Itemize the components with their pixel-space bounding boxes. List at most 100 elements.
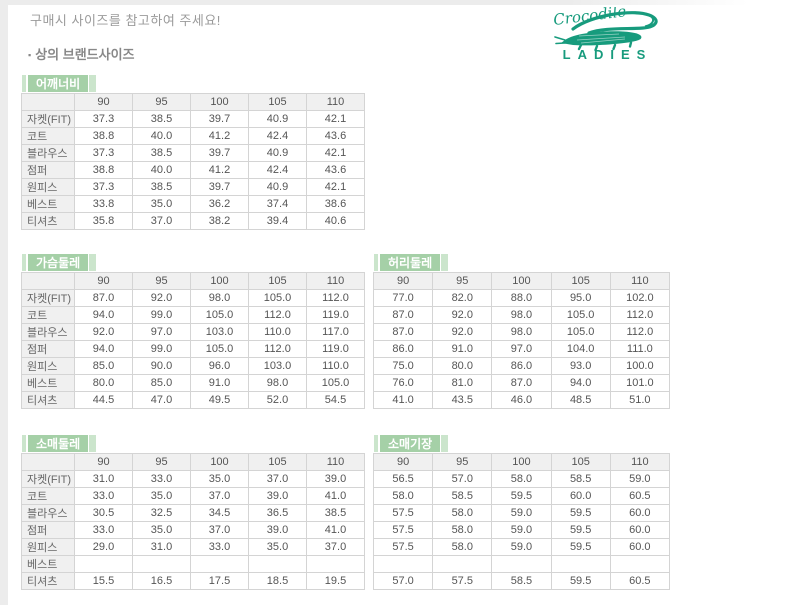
- label-accent-bar: [89, 435, 97, 452]
- size-value-cell: 87.0: [372, 306, 434, 324]
- size-value-cell: 80.0: [74, 374, 133, 392]
- table-row: [372, 555, 670, 573]
- size-value-cell: 57.0: [432, 470, 493, 488]
- size-header-cell: 110: [609, 453, 670, 471]
- row-label-cell: 베스트: [21, 195, 75, 213]
- row-label-cell: 티셔츠: [21, 212, 75, 230]
- size-header-row: 90 95 100 105 110: [21, 93, 365, 111]
- size-header-cell: 110: [306, 272, 365, 290]
- size-header-cell: 90: [372, 272, 434, 290]
- size-value-cell: 39.7: [190, 110, 249, 128]
- size-value-cell: 59.0: [491, 504, 552, 522]
- size-value-cell: 31.0: [74, 470, 133, 488]
- size-value-cell: 19.5: [306, 572, 365, 590]
- size-value-cell: 85.0: [74, 357, 133, 375]
- size-value-cell: 17.5: [190, 572, 249, 590]
- purchase-notice-text: 구매시 사이즈를 참고하여 주세요!: [30, 13, 221, 28]
- size-value-cell: 119.0: [306, 306, 365, 324]
- size-value-cell: 86.0: [491, 357, 552, 375]
- row-label-cell: 티셔츠: [21, 391, 75, 409]
- size-header-cell: 100: [190, 272, 249, 290]
- size-value-cell: 29.0: [74, 538, 133, 556]
- label-accent-bar: [22, 75, 26, 92]
- chest-girth-table: 90 95 100 105 110 자켓(FIT) 87.0 92.0 98.0 105.0 112…: [21, 272, 365, 409]
- table-row: 블라우스 37.3 38.5 39.7 40.9 42.1: [21, 144, 365, 162]
- size-value-cell: [306, 555, 365, 573]
- table-row: 86.0 91.0 97.0 104.0 111.0: [372, 340, 670, 358]
- row-label-cell: 점퍼: [21, 521, 75, 539]
- table-row: 75.0 80.0 86.0 93.0 100.0: [372, 357, 670, 375]
- row-label-cell: 자켓(FIT): [21, 289, 75, 307]
- size-value-cell: 90.0: [132, 357, 191, 375]
- size-value-cell: 112.0: [609, 306, 670, 324]
- size-value-cell: 35.0: [190, 470, 249, 488]
- table-label-text: 소매둘레: [28, 435, 89, 452]
- size-value-cell: 33.8: [74, 195, 133, 213]
- size-header-cell: 105: [248, 453, 307, 471]
- size-value-cell: 35.0: [132, 195, 191, 213]
- table-row: 블라우스 30.5 32.5 34.5 36.5 38.5: [21, 504, 365, 522]
- table-row: 점퍼 94.0 99.0 105.0 112.0 119.0: [21, 340, 365, 358]
- size-value-cell: 98.0: [491, 306, 552, 324]
- size-value-cell: 43.6: [306, 127, 365, 145]
- size-value-cell: 110.0: [248, 323, 307, 341]
- size-value-cell: 38.8: [74, 127, 133, 145]
- size-value-cell: 33.0: [190, 538, 249, 556]
- size-value-cell: 36.2: [190, 195, 249, 213]
- size-value-cell: 98.0: [491, 323, 552, 341]
- size-value-cell: 39.0: [306, 470, 365, 488]
- size-header-cell: 100: [491, 453, 552, 471]
- size-value-cell: [74, 555, 133, 573]
- size-value-cell: 57.0: [372, 572, 434, 590]
- size-value-cell: 98.0: [190, 289, 249, 307]
- size-value-cell: 95.0: [550, 289, 611, 307]
- size-header-cell: 100: [190, 453, 249, 471]
- table-row: 57.5 58.0 59.0 59.5 60.0: [372, 504, 670, 522]
- table-row: 자켓(FIT) 87.0 92.0 98.0 105.0 112.0: [21, 289, 365, 307]
- table-label-text: 가슴둘레: [28, 254, 89, 271]
- size-value-cell: 46.0: [491, 391, 552, 409]
- size-value-cell: 88.0: [491, 289, 552, 307]
- size-value-cell: 59.5: [550, 572, 611, 590]
- size-value-cell: 59.5: [550, 538, 611, 556]
- size-value-cell: 39.0: [248, 487, 307, 505]
- shoulder-width-table: 90 95 100 105 110 자켓(FIT) 37.3 38.5 39.7 40.9 42.1…: [21, 93, 365, 230]
- row-label-cell: 코트: [21, 487, 75, 505]
- size-value-cell: 41.0: [306, 521, 365, 539]
- size-value-cell: 39.0: [248, 521, 307, 539]
- table-label-text: 소매기장: [380, 435, 441, 452]
- section-title: ▪ 상의 브랜드사이즈: [28, 44, 135, 63]
- table-label-sleeve-length: 소매기장: [374, 435, 449, 452]
- size-value-cell: 103.0: [190, 323, 249, 341]
- size-value-cell: 37.0: [306, 538, 365, 556]
- table-row: 베스트 33.8 35.0 36.2 37.4 38.6: [21, 195, 365, 213]
- size-value-cell: 93.0: [550, 357, 611, 375]
- size-value-cell: 37.0: [190, 521, 249, 539]
- size-value-cell: 43.6: [306, 161, 365, 179]
- size-value-cell: 51.0: [609, 391, 670, 409]
- size-value-cell: 105.0: [190, 306, 249, 324]
- section-title-text: 상의 브랜드사이즈: [35, 47, 135, 62]
- size-value-cell: 112.0: [609, 323, 670, 341]
- size-value-cell: 42.1: [306, 144, 365, 162]
- size-value-cell: 60.0: [609, 504, 670, 522]
- size-header-cell: 95: [432, 453, 493, 471]
- size-value-cell: 87.0: [372, 323, 434, 341]
- size-value-cell: 75.0: [372, 357, 434, 375]
- size-value-cell: 58.0: [372, 487, 434, 505]
- row-label-cell: 블라우스: [21, 323, 75, 341]
- size-value-cell: 38.5: [132, 110, 191, 128]
- size-value-cell: 97.0: [491, 340, 552, 358]
- size-value-cell: 60.0: [609, 521, 670, 539]
- size-value-cell: 37.3: [74, 110, 133, 128]
- size-value-cell: 59.0: [491, 538, 552, 556]
- size-value-cell: 37.3: [74, 144, 133, 162]
- corner-cell: [21, 93, 75, 111]
- size-value-cell: 32.5: [132, 504, 191, 522]
- table-row: 58.0 58.5 59.5 60.0 60.5: [372, 487, 670, 505]
- size-value-cell: 59.5: [491, 487, 552, 505]
- size-header-cell: 105: [550, 272, 611, 290]
- table-label-waist-girth: 허리둘레: [374, 254, 449, 271]
- size-value-cell: 99.0: [132, 340, 191, 358]
- size-value-cell: 41.2: [190, 127, 249, 145]
